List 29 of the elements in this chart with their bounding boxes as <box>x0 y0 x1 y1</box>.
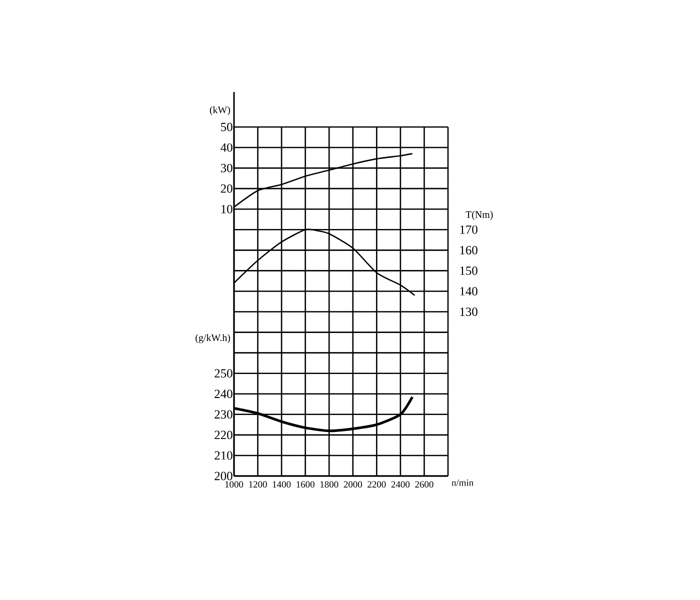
x-axis-title: n/min <box>452 480 474 486</box>
y-tick-label: 200 <box>214 472 232 480</box>
x-tick-label: 2400 <box>391 481 410 488</box>
y3-axis-title: (kW) <box>210 106 230 116</box>
x-tick-label: 1200 <box>249 481 267 488</box>
y2-tick-label: 160 <box>460 246 478 254</box>
y2-axis-title: T(Nm) <box>466 210 493 220</box>
y-tick-label: 210 <box>214 451 232 460</box>
x-tick-label: 2000 <box>344 481 362 488</box>
y-axis-title: (g/kW.h) <box>196 334 230 344</box>
x-tick-label: 1400 <box>272 481 291 488</box>
y-tick-label: 240 <box>214 390 232 398</box>
y3-tick-label: 50 <box>221 122 232 132</box>
y3-tick-label: 10 <box>221 204 232 214</box>
y2-tick-label: 150 <box>460 266 478 275</box>
x-tick-label: 1800 <box>320 481 338 488</box>
x-tick-label: 2200 <box>368 481 386 488</box>
y3-tick-label: 20 <box>220 184 232 193</box>
y2-tick-label: 170 <box>460 225 478 234</box>
y2-tick-label: 130 <box>460 308 478 316</box>
y-tick-label: 220 <box>214 430 232 440</box>
x-tick-label: 2600 <box>415 481 434 488</box>
x-tick-label: 1000 <box>225 481 244 488</box>
y-tick-label: 250 <box>214 369 232 378</box>
y3-tick-label: 40 <box>220 143 232 152</box>
x-tick-label: 1600 <box>296 481 314 488</box>
y-tick-label: 230 <box>214 410 232 419</box>
y2-tick-label: 140 <box>460 287 478 296</box>
y3-tick-label: 30 <box>220 164 232 172</box>
